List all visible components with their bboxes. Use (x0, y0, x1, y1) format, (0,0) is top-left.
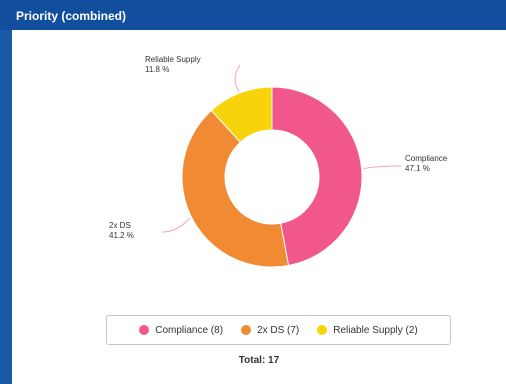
data-label-percent-compliance: 47.1 % (405, 164, 430, 173)
data-label-name-compliance: Compliance (405, 154, 448, 163)
legend-label-reliable-supply: Reliable Supply (2) (333, 325, 418, 336)
data-label-percent-2x-ds: 41.2 % (109, 231, 134, 240)
data-label-name-reliable-supply: Reliable Supply (145, 55, 201, 64)
legend-marker-2x-ds (241, 325, 251, 335)
donut-slice-compliance[interactable] (272, 87, 362, 265)
legend-label-compliance: Compliance (8) (155, 325, 223, 336)
legend-marker-reliable-supply (317, 325, 327, 335)
chart-total: Total: 17 (12, 355, 506, 366)
callout-line-compliance (364, 166, 402, 169)
legend-item-reliable-supply[interactable]: Reliable Supply (2) (317, 325, 418, 336)
panel-title: Priority (combined) (16, 9, 126, 23)
data-label-percent-reliable-supply: 11.8 % (145, 65, 169, 74)
callout-line-reliable-supply (235, 65, 240, 91)
legend-label-2x-ds: 2x DS (7) (257, 325, 299, 336)
legend-item-compliance[interactable]: Compliance (8) (139, 325, 223, 336)
legend-item-2x-ds[interactable]: 2x DS (7) (241, 325, 299, 336)
callout-line-2x-ds (162, 218, 190, 232)
legend-marker-compliance (139, 325, 149, 335)
panel-header: Priority (combined) (0, 0, 506, 30)
chart-legend: Compliance (8) 2x DS (7) Reliable Supply… (106, 315, 451, 345)
panel-body: Compliance 47.1 % 2x DS 41.2 % Reliable Supp… (12, 30, 506, 384)
data-label-name-2x-ds: 2x DS (109, 221, 131, 230)
